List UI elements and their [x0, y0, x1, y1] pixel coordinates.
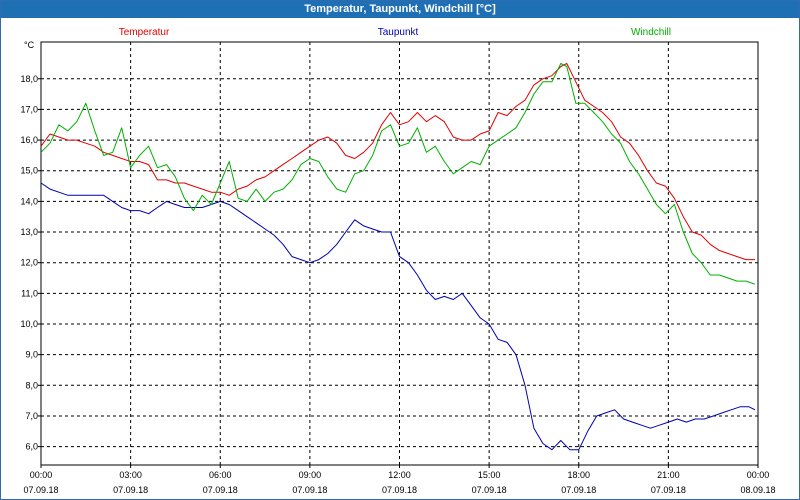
legend: Temperatur Taupunkt Windchill: [119, 27, 671, 38]
axes: [38, 41, 759, 468]
y-tick-label: 6,0: [25, 442, 38, 452]
x-tick-date: 08.09.18: [740, 485, 775, 495]
y-tick-label: 14,0: [20, 196, 38, 206]
x-tick-time: 09:00: [299, 470, 322, 480]
grid: [41, 42, 758, 465]
legend-label-temperatur: Temperatur: [119, 27, 170, 38]
y-tick-label: 8,0: [25, 380, 38, 390]
x-tick-date: 07.09.18: [113, 485, 148, 495]
chart-title: Temperatur, Taupunkt, Windchill [°C]: [1, 1, 799, 18]
x-tick-time: 21:00: [657, 470, 680, 480]
series-line-windchill: [40, 63, 756, 285]
x-tick-time: 00:00: [30, 470, 53, 480]
x-tick-date: 07.09.18: [651, 485, 686, 495]
y-tick-label: 16,0: [20, 135, 38, 145]
series-lines: [40, 63, 756, 451]
y-tick-label: 12,0: [20, 258, 38, 268]
x-tick-date: 07.09.18: [292, 485, 327, 495]
y-tick-label: 13,0: [20, 227, 38, 237]
y-tick-label: 11,0: [21, 288, 38, 298]
x-tick-date: 07.09.18: [472, 485, 507, 495]
x-tick-time: 18:00: [567, 470, 590, 480]
x-tick-date: 07.09.18: [203, 485, 238, 495]
tick-labels: 6,0 7,0 8,0 9,0 10,0 11,0 12,0 13,0 14,0 15,0 16,0…: [20, 40, 775, 495]
y-tick-label: 15,0: [20, 166, 38, 176]
series-line-taupunkt: [40, 182, 756, 451]
y-tick-label: 9,0: [25, 350, 38, 360]
legend-label-taupunkt: Taupunkt: [378, 27, 419, 38]
y-tick-label: 18,0: [20, 74, 38, 84]
x-tick-date: 07.09.18: [23, 485, 58, 495]
y-tick-label: 10,0: [20, 319, 38, 329]
y-tick-label: 17,0: [20, 104, 38, 114]
x-tick-time: 03:00: [119, 470, 142, 480]
x-tick-date: 07.09.18: [561, 485, 596, 495]
y-unit-label: °C: [24, 40, 35, 50]
x-tick-time: 12:00: [388, 470, 411, 480]
x-tick-date: 07.09.18: [382, 485, 417, 495]
x-tick-time: 00:00: [747, 470, 770, 480]
y-tick-label: 7,0: [25, 411, 38, 421]
x-tick-time: 06:00: [209, 470, 232, 480]
series-line-temperatur: [40, 63, 755, 261]
x-tick-time: 15:00: [478, 470, 501, 480]
legend-label-windchill: Windchill: [631, 27, 671, 38]
